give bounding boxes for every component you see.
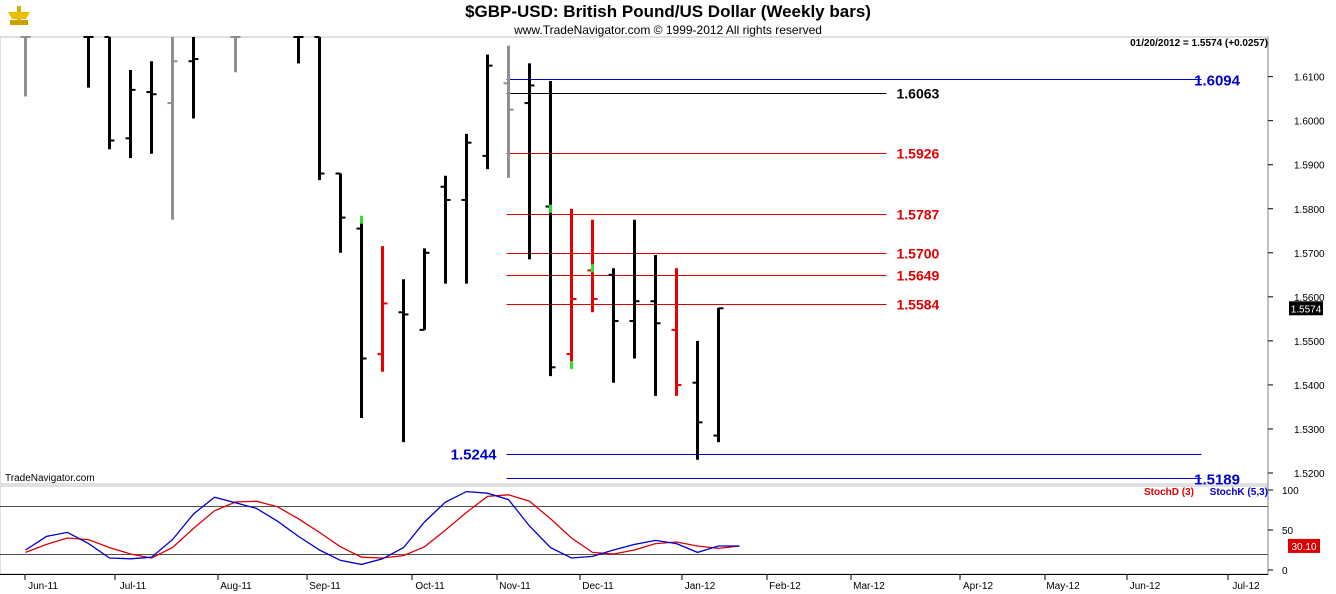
y-tick-label: 1.5800 bbox=[1294, 205, 1325, 216]
level-label: 1.5787 bbox=[897, 207, 940, 223]
x-tick-label: Jun-11 bbox=[28, 581, 58, 592]
ohlc-bar bbox=[440, 175, 451, 284]
watermark: TradeNavigator.com bbox=[5, 473, 95, 484]
copyright-text: www.TradeNavigator.com © 1999-2012 All r… bbox=[513, 23, 822, 37]
x-tick-label: Jul-11 bbox=[120, 581, 147, 592]
ohlc-bar bbox=[293, 36, 304, 64]
x-tick-label: Nov-11 bbox=[499, 581, 531, 592]
stoch-last-label: 30.10 bbox=[1291, 542, 1316, 553]
ohlc-bar bbox=[503, 45, 514, 178]
level-label: 1.6094 bbox=[1194, 73, 1241, 90]
x-tick-label: Jan-12 bbox=[685, 581, 716, 592]
ohlc-bar bbox=[629, 219, 640, 359]
x-tick-label: Oct-11 bbox=[415, 581, 445, 592]
date-axis: Jun-11 Jul-11 Aug-11 Sep-11 Oct-11 Nov-11 Dec-… bbox=[0, 574, 1268, 592]
y-tick-label: 1.5700 bbox=[1294, 249, 1325, 260]
level-label: 1.5926 bbox=[897, 146, 940, 162]
ohlc-bar bbox=[566, 208, 577, 368]
x-tick-label: Mar-12 bbox=[853, 581, 885, 592]
stoch-tick-label: 50 bbox=[1282, 526, 1294, 537]
y-tick-label: 1.5600 bbox=[1294, 293, 1325, 304]
ohlc-bar bbox=[335, 172, 346, 253]
level-label: 1.6063 bbox=[897, 86, 940, 102]
level-label: 1.5189 bbox=[1194, 472, 1240, 489]
price-axis: 1.5200 1.5300 1.5400 1.5500 1.5600 1.5700 1.58… bbox=[1268, 73, 1325, 480]
level-label: 1.5584 bbox=[897, 297, 940, 313]
y-tick-label: 1.5900 bbox=[1294, 161, 1325, 172]
ohlc-bar bbox=[20, 36, 31, 97]
logo-icon bbox=[6, 3, 32, 27]
y-tick-label: 1.6000 bbox=[1294, 117, 1325, 128]
stoch-last-marker: 30.10 bbox=[1288, 538, 1320, 553]
last-price-label: 1.5574 bbox=[1291, 304, 1322, 315]
x-tick-label: Feb-12 bbox=[769, 581, 801, 592]
x-tick-label: Aug-11 bbox=[220, 581, 252, 592]
ohlc-bar bbox=[188, 37, 199, 119]
ohlc-bar bbox=[230, 36, 241, 73]
y-tick-label: 1.6100 bbox=[1294, 73, 1325, 84]
chart-title: $GBP-USD: British Pound/US Dollar (Weekl… bbox=[465, 2, 871, 21]
stoch-tick-label: 100 bbox=[1282, 486, 1299, 497]
ohlc-bar bbox=[377, 246, 388, 372]
stoch-panel bbox=[0, 485, 1269, 575]
ohlc-bar bbox=[524, 63, 535, 260]
ohlc-bar bbox=[692, 340, 703, 460]
x-tick-label: Jul-12 bbox=[1232, 581, 1260, 592]
level-lines: 1.6094 1.6063 1.5926 1.5787 1.5700 1.5649 1.55… bbox=[451, 73, 1241, 489]
ohlc-bar bbox=[713, 307, 724, 443]
level-label: 1.5649 bbox=[897, 268, 940, 284]
x-tick-label: Sep-11 bbox=[309, 581, 341, 592]
ohlc-bar bbox=[461, 133, 472, 284]
stoch-series-line bbox=[25, 490, 740, 566]
ohlc-bar bbox=[671, 268, 682, 396]
ohlc-bar bbox=[167, 37, 178, 220]
x-tick-label: Dec-11 bbox=[582, 581, 614, 592]
legend-stochd: StochD (3) bbox=[1144, 487, 1194, 498]
ohlc-bar bbox=[146, 61, 157, 154]
ohlc-bar bbox=[419, 248, 430, 331]
legend-stochk: StochK (5,3) bbox=[1210, 487, 1268, 498]
ohlc-bar bbox=[482, 54, 493, 170]
ohlc-bar bbox=[398, 279, 409, 443]
y-tick-label: 1.5400 bbox=[1294, 381, 1325, 392]
stoch-tick-label: 0 bbox=[1282, 566, 1288, 577]
stochastic-panel: 100 50 0 bbox=[0, 486, 1299, 577]
ohlc-bar bbox=[104, 36, 115, 150]
price-bars bbox=[20, 36, 724, 460]
level-label: 1.5244 bbox=[451, 447, 498, 464]
ohlc-bar bbox=[314, 36, 325, 181]
ohlc-bar bbox=[608, 268, 619, 383]
ohlc-bar bbox=[356, 219, 367, 418]
y-tick-label: 1.5200 bbox=[1294, 469, 1325, 480]
stoch-series-line bbox=[25, 494, 740, 559]
x-tick-label: Apr-12 bbox=[963, 581, 993, 592]
ohlc-bar bbox=[83, 36, 94, 88]
ohlc-bar bbox=[125, 70, 136, 159]
y-tick-label: 1.5500 bbox=[1294, 337, 1325, 348]
level-label: 1.5700 bbox=[897, 246, 940, 262]
ohlc-bar bbox=[545, 81, 556, 377]
x-tick-label: May-12 bbox=[1046, 581, 1080, 592]
y-tick-label: 1.5300 bbox=[1294, 425, 1325, 436]
last-quote-info: 01/20/2012 = 1.5574 (+0.0257) bbox=[1130, 38, 1268, 49]
ohlc-bar bbox=[650, 254, 661, 396]
last-price-marker: 1.5574 bbox=[1289, 301, 1323, 316]
x-tick-label: Jun-12 bbox=[1130, 581, 1161, 592]
